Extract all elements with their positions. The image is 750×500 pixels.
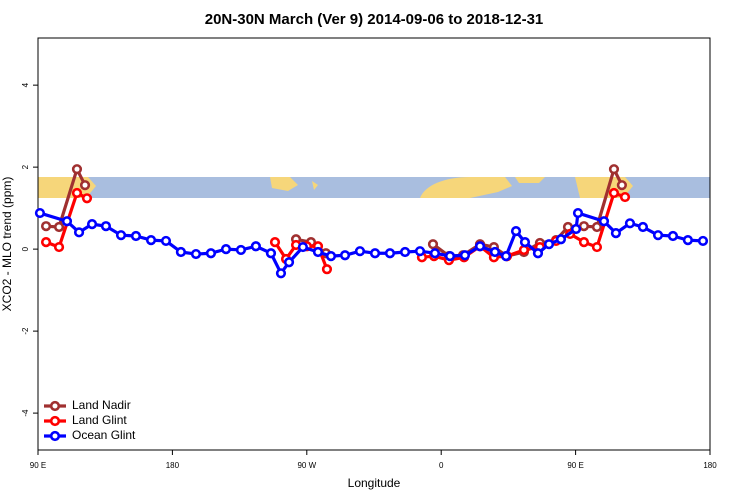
y-tick-label: 2 (21, 164, 30, 169)
data-point (86, 219, 98, 230)
data-point (34, 207, 46, 219)
legend-marker (49, 400, 61, 412)
data-point (145, 235, 157, 246)
data-point (71, 164, 83, 175)
data-point (283, 257, 295, 268)
x-tick-label: 90 W (297, 461, 316, 470)
data-point (321, 264, 333, 275)
data-point (543, 239, 555, 250)
y-tick-label: 4 (21, 82, 30, 87)
x-tick-label: 90 E (30, 461, 46, 470)
x-tick-label: 180 (166, 461, 180, 470)
data-point (518, 244, 530, 256)
data-point (71, 187, 83, 199)
data-point (519, 237, 531, 248)
data-point (532, 248, 544, 259)
data-point (616, 180, 627, 191)
data-point (81, 193, 93, 204)
legend-label: Land Glint (72, 413, 127, 427)
x-tick-label: 0 (439, 461, 444, 470)
data-point (591, 241, 603, 253)
data-point (598, 216, 610, 227)
data-point (608, 164, 620, 175)
x-tick-label: 90 E (567, 461, 583, 470)
x-tick-label: 180 (703, 461, 717, 470)
y-axis-label: XCO2 - MLO trend (ppm) (0, 177, 14, 312)
data-point (220, 244, 232, 255)
data-point (269, 237, 281, 248)
data-point (427, 239, 439, 250)
data-point (325, 250, 337, 262)
data-point (682, 235, 693, 246)
data-point (312, 246, 324, 258)
data-point (73, 227, 85, 238)
data-point (572, 207, 584, 219)
data-point (624, 218, 636, 229)
data-point (474, 241, 486, 252)
data-point (339, 250, 351, 261)
legend-marker (49, 430, 61, 442)
data-point (160, 235, 172, 247)
data-point (53, 221, 65, 233)
data-point (369, 248, 381, 259)
data-point (399, 246, 411, 258)
data-point (53, 241, 65, 253)
legend-marker (49, 415, 61, 427)
data-point (619, 191, 631, 203)
plot-frame (37, 37, 711, 451)
data-point (608, 187, 620, 199)
data-point (489, 246, 501, 258)
data-point (578, 221, 590, 232)
data-point (697, 235, 709, 247)
data-point (610, 228, 622, 239)
data-point (250, 241, 261, 252)
data-point (555, 234, 567, 245)
data-point (265, 248, 277, 259)
data-point (570, 223, 582, 235)
data-point (591, 221, 603, 233)
data-point (667, 230, 679, 242)
data-point (429, 248, 441, 259)
data-point (205, 248, 217, 259)
data-point (190, 248, 202, 260)
data-point (510, 225, 522, 237)
data-point (459, 250, 471, 261)
data-point (175, 246, 187, 258)
data-point (61, 216, 73, 227)
data-point (235, 244, 247, 256)
data-point (652, 230, 664, 241)
data-point (500, 250, 512, 262)
legend-label: Ocean Glint (72, 428, 136, 442)
data-point (115, 230, 127, 241)
y-tick-label: 0 (21, 246, 30, 251)
data-point (637, 221, 649, 233)
data-point (354, 246, 366, 257)
data-point (444, 250, 456, 262)
y-tick-label: -2 (21, 327, 30, 335)
data-point (275, 268, 287, 279)
chart-title: 20N-30N March (Ver 9) 2014-09-06 to 2018… (205, 11, 544, 28)
data-point (297, 241, 309, 253)
data-point (79, 180, 91, 191)
y-tick-label: -4 (21, 409, 30, 417)
data-point (40, 221, 52, 232)
data-point (384, 248, 396, 259)
legend-label: Land Nadir (72, 398, 131, 412)
data-point (100, 221, 112, 232)
data-point (130, 230, 142, 242)
data-point (40, 237, 52, 248)
data-point (578, 237, 590, 248)
x-axis-label: Longitude (348, 476, 401, 490)
data-point (414, 246, 426, 257)
